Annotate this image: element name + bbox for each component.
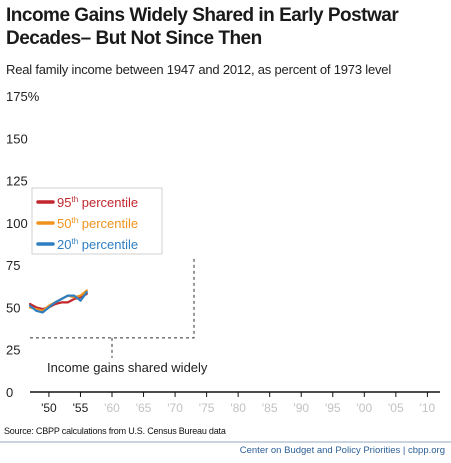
x-tick-label: '80 <box>230 401 246 415</box>
legend: 95th percentile 50th percentile 20th perce… <box>31 187 163 255</box>
y-tick-label: 150 <box>6 131 28 146</box>
x-tick-label: '90 <box>293 401 309 415</box>
x-tick-label: '10 <box>420 401 436 415</box>
legend-label: 95th percentile <box>57 195 138 210</box>
legend-label: 50th percentile <box>57 216 138 231</box>
x-tick-label: '00 <box>356 401 372 415</box>
y-tick-label: 50 <box>6 300 20 315</box>
annotation-group: Income gains shared widely <box>30 256 208 375</box>
y-tick-label: 125 <box>6 174 28 189</box>
x-tick-label: '60 <box>104 401 120 415</box>
y-axis-ticks: 0 25 50 75 100 125 150 175% <box>6 89 40 400</box>
chart-title: Income Gains Widely Shared in Early Post… <box>6 5 399 49</box>
chart-subtitle: Real family income between 1947 and 2012… <box>6 62 392 77</box>
x-tick-label: '65 <box>136 401 152 415</box>
y-tick-label: 0 <box>6 385 13 400</box>
y-tick-label: 75 <box>6 258 20 273</box>
y-tick-label: 100 <box>6 216 28 231</box>
x-tick-label: '05 <box>388 401 404 415</box>
source-note: Source: CBPP calculations from U.S. Cens… <box>4 426 226 436</box>
x-tick-label: '95 <box>325 401 341 415</box>
x-axis-ticks: '50 '55 '60 '65 '70 '75 '80 '85 '90 '95 '00 '05 '10 <box>41 392 436 415</box>
x-tick-label: '85 <box>262 401 278 415</box>
annotation-bracket <box>30 256 195 339</box>
legend-label: 20th percentile <box>57 237 138 252</box>
credit-line: Center on Budget and Policy Priorities |… <box>239 445 445 456</box>
x-tick-label: '75 <box>199 401 215 415</box>
series-lines <box>28 289 88 314</box>
y-tick-label: 25 <box>6 343 20 358</box>
annotation-label: Income gains shared widely <box>47 360 208 375</box>
series-line-2 <box>28 291 88 314</box>
x-tick-label: '70 <box>167 401 183 415</box>
y-tick-label: 175% <box>6 89 40 104</box>
x-tick-label: '55 <box>73 401 89 415</box>
x-tick-label: '50 <box>41 401 57 415</box>
footer-divider <box>0 441 451 443</box>
